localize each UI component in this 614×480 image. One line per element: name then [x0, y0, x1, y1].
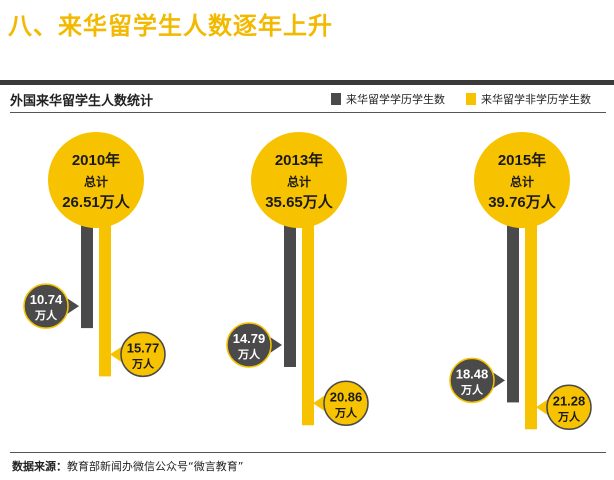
total-circle-0 [48, 132, 144, 228]
bubble-non-degree-1 [323, 380, 369, 427]
legend-item-degree: 来华留学学历学生数 [331, 91, 445, 107]
unit-label-degree-2: 万人 [460, 382, 484, 396]
source-text: 教育部新闻办微信公众号“微言教育” [67, 460, 244, 473]
value-label-degree-1: 14.79 [233, 331, 266, 346]
bar-degree-2 [507, 225, 519, 403]
bubble-degree-1 [226, 322, 272, 368]
total-caption-2: 总计 [510, 174, 534, 189]
total-value-0: 26.51万人 [62, 194, 131, 211]
total-year-label-0: 2010年 [72, 151, 120, 169]
page-heading: 八、来华留学生人数逐年上升 [8, 12, 333, 40]
unit-label-non-degree-2: 万人 [557, 409, 581, 423]
unit-label-non-degree-1: 万人 [334, 405, 358, 419]
total-value-2: 39.76万人 [488, 194, 557, 211]
bar-non-degree-1 [302, 225, 314, 426]
bubble-non-degree-0 [120, 331, 166, 378]
heading-rule [0, 80, 614, 85]
unit-label-degree-1: 万人 [237, 347, 261, 361]
footer-rule [10, 452, 606, 453]
bar-non-degree-0 [99, 225, 111, 377]
legend-label-non-degree: 来华留学非学历学生数 [481, 93, 591, 106]
value-label-degree-2: 18.48 [456, 366, 489, 381]
bubble-degree-2 [449, 357, 495, 404]
legend-label-degree: 来华留学学历学生数 [346, 93, 445, 106]
total-year-label-1: 2013年 [275, 151, 323, 169]
data-source: 数据来源：教育部新闻办微信公众号“微言教育” [12, 458, 243, 474]
total-caption-1: 总计 [287, 174, 311, 189]
bar-degree-0 [81, 225, 93, 329]
bar-degree-1 [284, 225, 296, 367]
value-label-non-degree-1: 20.86 [330, 389, 363, 404]
value-label-degree-0: 10.74 [30, 292, 63, 307]
subtitle-rule [10, 112, 606, 113]
unit-label-degree-0: 万人 [34, 308, 58, 322]
total-circle-2 [474, 132, 570, 228]
legend-item-non-degree: 来华留学非学历学生数 [466, 91, 591, 107]
total-caption-0: 总计 [84, 174, 108, 189]
bubble-non-degree-2 [546, 384, 592, 431]
bar-chart: 2010年总计26.51万人10.74万人15.77万人2013年总计35.65… [23, 132, 592, 431]
source-label: 数据来源： [12, 460, 67, 473]
total-year-label-2: 2015年 [498, 151, 546, 169]
unit-label-non-degree-0: 万人 [131, 356, 155, 370]
bar-non-degree-2 [525, 225, 537, 430]
value-label-non-degree-2: 21.28 [553, 393, 586, 408]
total-circle-1 [251, 132, 347, 228]
total-value-1: 35.65万人 [265, 194, 334, 211]
value-label-non-degree-0: 15.77 [127, 340, 160, 355]
bubble-degree-0 [23, 283, 69, 329]
legend-swatch-degree [331, 93, 341, 105]
legend-swatch-non-degree [466, 93, 476, 105]
chart-subtitle: 外国来华留学生人数统计 [10, 94, 154, 109]
